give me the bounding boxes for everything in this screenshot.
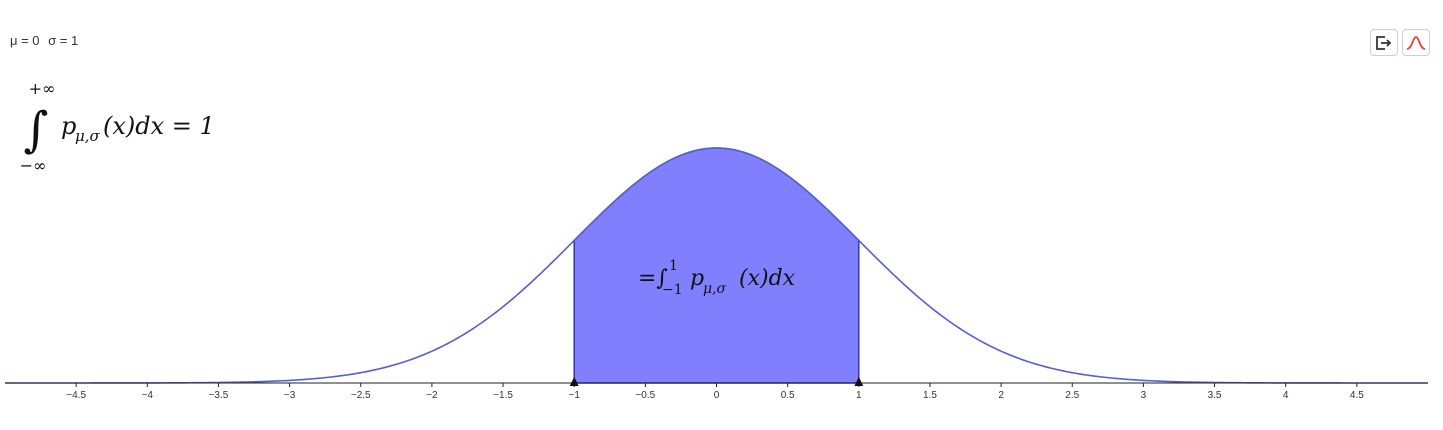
x-tick-label: 3 <box>1141 390 1147 401</box>
x-tick-label: 0 <box>714 390 720 401</box>
x-tick-label: −3 <box>284 390 296 401</box>
area-integral-formula: =∫ 1 −1 p μ,σ (x)dx <box>638 258 796 298</box>
x-tick-label: −1.5 <box>493 390 513 401</box>
x-tick-label: 0.5 <box>781 390 795 401</box>
bell-curve-icon <box>1406 35 1426 50</box>
x-tick-label: 1.5 <box>923 390 937 401</box>
area-density-symbol: p <box>690 266 704 291</box>
density-subscript: μ,σ <box>75 127 101 145</box>
x-tick-label: −2 <box>426 390 438 401</box>
area-upper-limit: 1 <box>669 258 678 274</box>
sigma-value: σ = 1 <box>48 33 79 48</box>
x-tick-label: −4 <box>142 390 154 401</box>
bell-curve-button[interactable] <box>1402 29 1430 56</box>
x-tick-label: 4 <box>1283 390 1289 401</box>
x-tick-label: 2 <box>998 390 1004 401</box>
total-integral-formula: +∞ ∫ −∞ p μ,σ (x)dx = 1 <box>20 79 215 175</box>
integrand-expression: (x)dx = 1 <box>103 112 215 140</box>
area-integral-prefix: =∫ <box>638 266 668 291</box>
density-symbol: p <box>61 112 76 140</box>
x-tick-label: 4.5 <box>1350 390 1364 401</box>
x-tick-label: 3.5 <box>1208 390 1222 401</box>
integral-sign: ∫ <box>23 102 48 158</box>
interval-marker[interactable] <box>569 377 579 386</box>
area-lower-limit: −1 <box>662 282 683 298</box>
export-button[interactable] <box>1370 29 1398 56</box>
density-curve <box>5 147 1428 384</box>
integral-lower-limit: −∞ <box>20 156 47 175</box>
x-tick-label: 2.5 <box>1065 390 1079 401</box>
x-tick-label: −3.5 <box>209 390 229 401</box>
toolbar <box>1370 29 1430 56</box>
parameter-readout: μ = 0 σ = 1 <box>10 33 78 48</box>
mu-value: μ = 0 <box>10 33 40 48</box>
export-icon <box>1376 35 1392 50</box>
x-tick-label: −0.5 <box>635 390 655 401</box>
shaded-area <box>573 147 860 384</box>
x-tick-label: 1 <box>856 390 862 401</box>
x-tick-label: −4.5 <box>66 390 86 401</box>
x-tick-label: −1 <box>568 390 580 401</box>
area-integrand-expression: (x)dx <box>739 266 796 291</box>
x-tick-label: −2.5 <box>351 390 371 401</box>
interval-marker[interactable] <box>854 377 864 386</box>
integral-upper-limit: +∞ <box>29 79 56 98</box>
area-density-subscript: μ,σ <box>703 281 727 297</box>
